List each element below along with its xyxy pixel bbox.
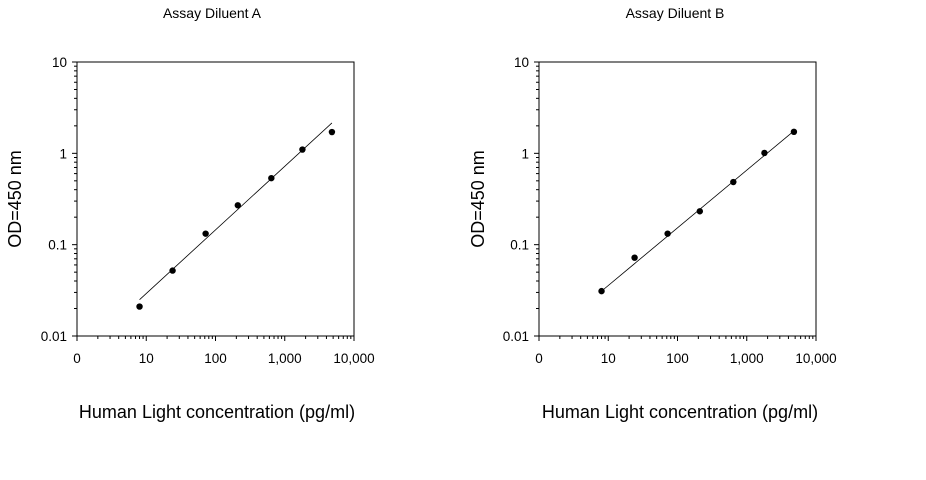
plot-frame bbox=[538, 61, 817, 337]
y-tick-label: 10 bbox=[52, 55, 67, 70]
y-tick-label: 10 bbox=[514, 55, 529, 70]
x-tick-label: 0 bbox=[535, 351, 543, 366]
x-tick-label: 1,000 bbox=[268, 351, 302, 366]
data-point bbox=[696, 208, 704, 215]
x-axis-label: Human Light concentration (pg/ml) bbox=[542, 402, 818, 422]
data-point bbox=[136, 303, 143, 310]
chart-panel-a: Assay Diluent A 10 1 0.1 0.01 0 10 100 1,000 10,0… bbox=[5, 5, 375, 422]
x-tick-label: 10 bbox=[139, 351, 154, 366]
y-tick-label: 1 bbox=[521, 146, 529, 161]
x-tick-label: 0 bbox=[73, 351, 81, 366]
data-point bbox=[664, 230, 671, 237]
x-tick-label: 1,000 bbox=[730, 351, 764, 366]
plot-frame bbox=[76, 61, 355, 337]
data-point bbox=[234, 202, 242, 209]
x-axis-label: Human Light concentration (pg/ml) bbox=[79, 402, 355, 422]
y-tick-label: 0.1 bbox=[510, 238, 529, 253]
y-tick-label: 0.01 bbox=[41, 329, 67, 344]
data-point bbox=[730, 178, 737, 186]
chart-panel-b: Assay Diluent B 10 1 0.1 0.01 0 10 100 1,000 10,0… bbox=[468, 5, 837, 422]
data-point bbox=[631, 254, 638, 261]
y-axis-label: OD=450 nm bbox=[5, 150, 25, 248]
y-axis-label: OD=450 nm bbox=[468, 150, 488, 248]
data-point bbox=[761, 149, 768, 157]
x-tick-label: 100 bbox=[204, 351, 227, 366]
y-tick-label: 1 bbox=[59, 146, 67, 161]
y-tick-label: 0.01 bbox=[503, 329, 529, 344]
data-point bbox=[598, 287, 605, 295]
data-point bbox=[790, 128, 798, 136]
chart-title: Assay Diluent A bbox=[163, 5, 262, 21]
x-tick-label: 10,000 bbox=[795, 351, 836, 366]
y-tick-label: 0.1 bbox=[48, 238, 67, 253]
data-point bbox=[328, 128, 336, 136]
data-point bbox=[299, 146, 306, 153]
data-point bbox=[268, 174, 275, 182]
data-point bbox=[202, 230, 209, 237]
x-tick-label: 100 bbox=[666, 351, 689, 366]
data-point bbox=[169, 267, 176, 274]
x-tick-label: 10 bbox=[601, 351, 616, 366]
chart-title: Assay Diluent B bbox=[626, 5, 725, 21]
x-tick-label: 10,000 bbox=[333, 351, 374, 366]
